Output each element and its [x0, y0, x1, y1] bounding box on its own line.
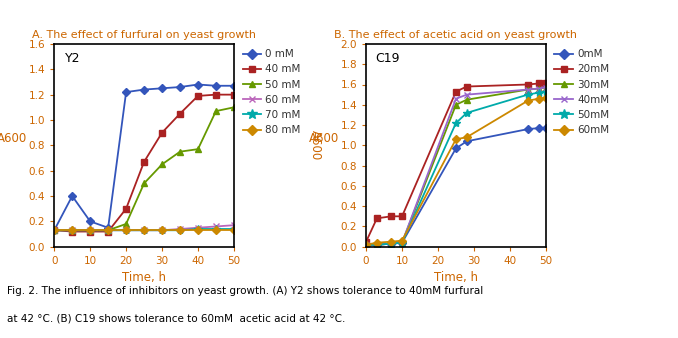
Title: A. The effect of furfural on yeast growth: A. The effect of furfural on yeast growt…: [32, 30, 256, 40]
Text: Fig. 2. The influence of inhibitors on yeast growth. (A) Y2 shows tolerance to 4: Fig. 2. The influence of inhibitors on y…: [7, 286, 483, 296]
Text: Y2: Y2: [65, 52, 81, 65]
Title: B. The effect of acetic acid on yeast growth: B. The effect of acetic acid on yeast gr…: [334, 30, 578, 40]
Text: C19: C19: [375, 52, 399, 65]
Text: A600: A600: [308, 130, 322, 161]
X-axis label: Time, h: Time, h: [434, 271, 478, 284]
Legend: 0mM, 20mM, 30mM, 40mM, 50mM, 60mM: 0mM, 20mM, 30mM, 40mM, 50mM, 60mM: [555, 49, 610, 135]
Text: at 42 °C. (B) C19 shows tolerance to 60mM  acetic acid at 42 °C.: at 42 °C. (B) C19 shows tolerance to 60m…: [7, 313, 345, 323]
X-axis label: Time, h: Time, h: [122, 271, 166, 284]
Y-axis label: A600: A600: [308, 132, 339, 145]
Legend: 0 mM, 40 mM, 50 mM, 60 mM, 70 mM, 80 mM: 0 mM, 40 mM, 50 mM, 60 mM, 70 mM, 80 mM: [243, 49, 301, 135]
Y-axis label: A600: A600: [0, 132, 27, 145]
